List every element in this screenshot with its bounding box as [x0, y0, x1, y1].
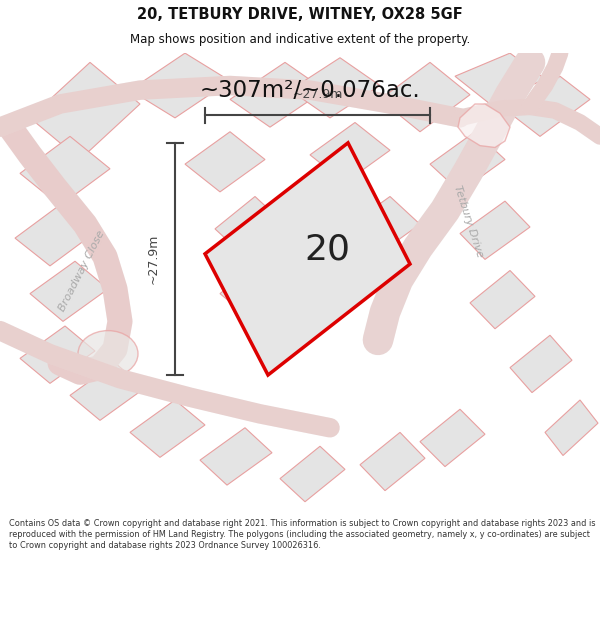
Polygon shape	[420, 409, 485, 467]
Polygon shape	[20, 326, 95, 383]
Polygon shape	[360, 432, 425, 491]
Polygon shape	[30, 62, 140, 159]
Polygon shape	[290, 58, 380, 118]
Text: ~27.9m: ~27.9m	[146, 234, 160, 284]
Polygon shape	[545, 400, 598, 456]
Polygon shape	[30, 261, 108, 321]
Polygon shape	[470, 271, 535, 329]
Polygon shape	[130, 400, 205, 458]
Polygon shape	[70, 363, 145, 421]
Polygon shape	[230, 62, 325, 127]
Polygon shape	[510, 76, 590, 136]
Text: 20, TETBURY DRIVE, WITNEY, OX28 5GF: 20, TETBURY DRIVE, WITNEY, OX28 5GF	[137, 8, 463, 22]
Polygon shape	[200, 428, 272, 485]
Polygon shape	[185, 132, 265, 192]
Text: 20: 20	[305, 232, 351, 267]
Polygon shape	[215, 196, 285, 257]
Polygon shape	[380, 62, 470, 132]
Polygon shape	[510, 335, 572, 392]
Polygon shape	[280, 446, 345, 502]
Polygon shape	[460, 201, 530, 259]
Text: Tetbury Drive: Tetbury Drive	[452, 184, 484, 259]
Polygon shape	[20, 136, 110, 206]
Text: Contains OS data © Crown copyright and database right 2021. This information is : Contains OS data © Crown copyright and d…	[9, 519, 595, 550]
Text: ~307m²/~0.076ac.: ~307m²/~0.076ac.	[200, 79, 421, 102]
Polygon shape	[15, 201, 100, 266]
Polygon shape	[310, 122, 390, 182]
Text: Broadway Close: Broadway Close	[57, 228, 107, 312]
Polygon shape	[458, 104, 510, 148]
Polygon shape	[345, 196, 420, 257]
Polygon shape	[455, 53, 545, 104]
Polygon shape	[130, 53, 230, 118]
Polygon shape	[220, 261, 290, 319]
Text: ~27.9m: ~27.9m	[292, 88, 343, 101]
Polygon shape	[205, 143, 410, 375]
Text: Map shows position and indicative extent of the property.: Map shows position and indicative extent…	[130, 33, 470, 46]
Ellipse shape	[78, 331, 138, 377]
Polygon shape	[430, 132, 505, 192]
